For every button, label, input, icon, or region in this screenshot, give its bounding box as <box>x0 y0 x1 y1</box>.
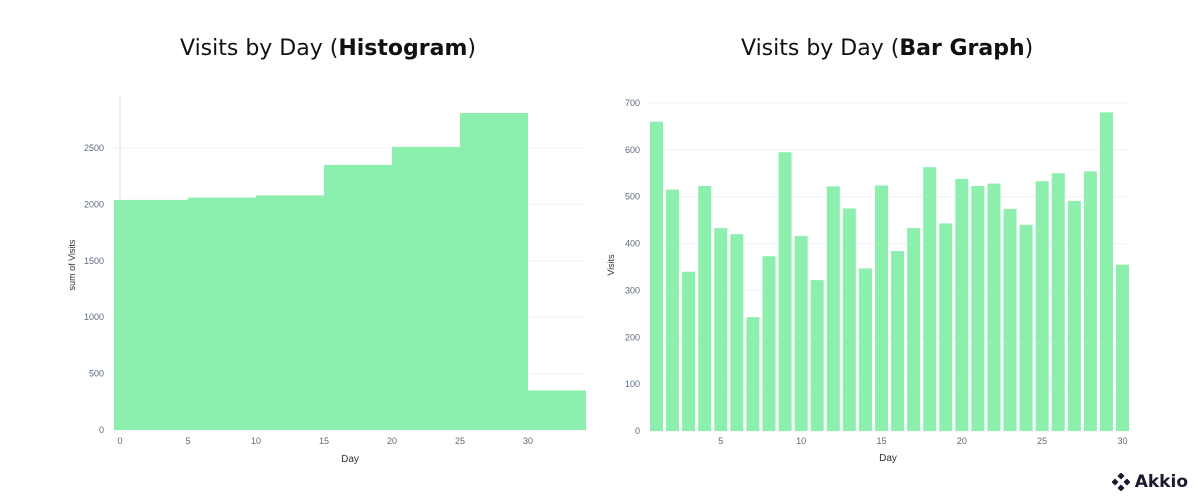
bar-day-22 <box>987 183 1001 431</box>
y-tick-label: 700 <box>625 98 640 108</box>
bar-graph-title: Visits by Day (Bar Graph) <box>741 36 1034 61</box>
x-tick-label: 30 <box>523 436 533 446</box>
bar-day-30 <box>1116 264 1130 431</box>
y-tick-label: 0 <box>635 426 640 436</box>
y-axis-label: Visits <box>606 254 616 276</box>
bar-day-13 <box>842 208 856 431</box>
x-axis-label: Day <box>341 454 359 465</box>
bar-day-11 <box>810 280 824 431</box>
bar-graph-chart: 0 100 200 300 400 500 600 700 5 10 15 20 25 30 Day Visi… <box>606 98 1130 464</box>
y-tick-label: 300 <box>625 285 640 295</box>
x-axis-label: Day <box>879 453 897 464</box>
x-tick-label: 5 <box>185 436 190 446</box>
bar-day-12 <box>826 186 840 431</box>
bar-day-15 <box>874 185 888 431</box>
y-tick-label: 500 <box>625 192 640 202</box>
bar-day-18 <box>923 167 937 432</box>
bar-day-26 <box>1051 173 1065 432</box>
y-tick-label: 600 <box>625 145 640 155</box>
x-tick-label: 10 <box>796 436 806 446</box>
diamond-cluster-icon <box>1111 473 1130 491</box>
x-tick-label: 15 <box>876 436 886 446</box>
bar-day-1 <box>650 121 663 431</box>
histogram-title: Visits by Day (Histogram) <box>180 36 476 61</box>
y-tick-label: 500 <box>89 369 104 379</box>
y-tick-label: 2500 <box>84 143 104 153</box>
x-tick-label: 25 <box>1037 436 1047 446</box>
y-tick-label: 2000 <box>84 199 104 209</box>
x-tick-label: 10 <box>251 436 261 446</box>
bar-day-14 <box>858 268 872 431</box>
bar-day-29 <box>1099 112 1113 431</box>
bar-day-16 <box>891 251 905 431</box>
histogram-bin <box>256 195 324 430</box>
bar-day-3 <box>682 271 696 431</box>
y-tick-label: 1500 <box>84 256 104 266</box>
histogram-bin <box>114 199 188 430</box>
bar-day-19 <box>939 223 953 431</box>
bar-day-27 <box>1067 200 1081 431</box>
y-tick-label: 1000 <box>84 312 104 322</box>
x-tick-label: 15 <box>319 436 329 446</box>
bar-day-20 <box>955 178 969 431</box>
histogram-bin <box>528 390 586 430</box>
bar-day-9 <box>778 152 792 431</box>
histogram-bin <box>188 197 256 430</box>
x-tick-label: 0 <box>117 436 122 446</box>
histogram-bin <box>324 164 392 431</box>
x-tick-label: 20 <box>387 436 397 446</box>
bar-day-2 <box>666 189 680 431</box>
y-tick-label: 400 <box>625 239 640 249</box>
x-tick-label: 25 <box>455 436 465 446</box>
bar-day-21 <box>971 185 985 431</box>
x-tick-label: 5 <box>718 436 723 446</box>
histogram-chart: 0 500 1000 1500 2000 2500 0 5 10 15 20 25 30 Day sum o… <box>67 96 586 465</box>
bar-day-10 <box>794 236 808 431</box>
x-tick-label: 30 <box>1118 436 1128 446</box>
histogram-bin <box>392 146 460 430</box>
y-tick-label: 0 <box>99 425 104 435</box>
histogram-bin <box>460 113 528 431</box>
bar-day-25 <box>1035 181 1049 431</box>
bar-day-24 <box>1019 224 1033 431</box>
bar-day-5 <box>714 228 728 431</box>
bar-day-8 <box>762 256 776 431</box>
bar-day-28 <box>1083 171 1097 431</box>
bar-day-7 <box>746 317 760 431</box>
brand-name: Akkio <box>1134 472 1188 492</box>
bar-day-23 <box>1003 208 1017 431</box>
bar-day-17 <box>907 228 921 431</box>
akkio-brand: Akkio <box>1111 472 1188 492</box>
y-tick-label: 100 <box>625 379 640 389</box>
bar-day-6 <box>730 234 744 431</box>
x-tick-label: 20 <box>957 436 967 446</box>
y-tick-label: 200 <box>625 332 640 342</box>
bar-day-4 <box>698 185 712 431</box>
y-axis-label: sum of Visits <box>67 239 77 290</box>
